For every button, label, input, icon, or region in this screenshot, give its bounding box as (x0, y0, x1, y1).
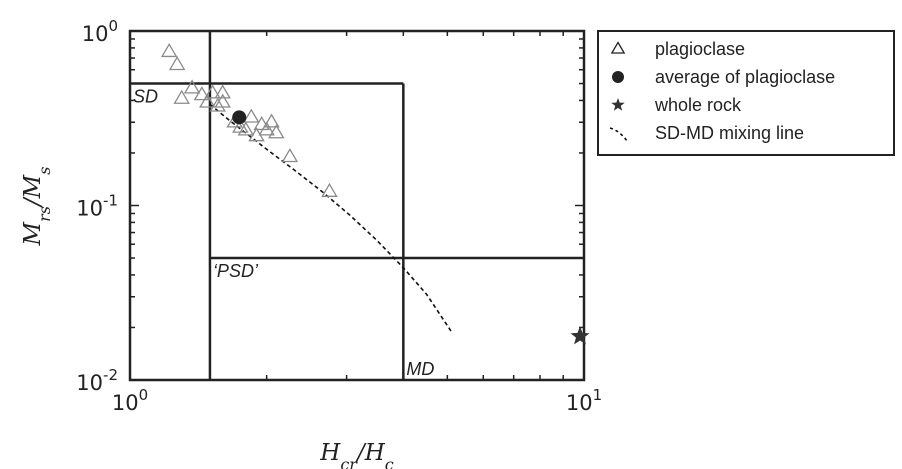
plagioclase-point (281, 148, 299, 163)
legend-circle-icon (612, 71, 624, 83)
average-plagioclase-point (232, 110, 247, 125)
plagioclase-point (199, 93, 216, 108)
region-label: MD (406, 359, 434, 379)
region-label: ‘PSD’ (213, 261, 259, 281)
plagioclase-point (258, 121, 275, 136)
plagioclase-point (160, 43, 178, 58)
y-tick-label: 10-1 (76, 192, 118, 221)
whole-rock-point (570, 326, 590, 345)
data-markers (160, 43, 590, 345)
plagioclase-point (173, 89, 190, 104)
y-axis-label: Mrs/Ms (20, 167, 54, 247)
region-label: SD (133, 87, 158, 107)
legend-dashed-line-icon (609, 127, 628, 142)
plagioclase-point (214, 93, 231, 108)
legend-label: SD-MD mixing line (655, 123, 804, 143)
legend-label: plagioclase (655, 39, 745, 59)
region-labels: SD ‘PSD’ MD (133, 87, 434, 379)
axis-ticks: 100 101 10-2 10-1 100 (76, 17, 602, 415)
x-tick-label: 100 (112, 386, 148, 415)
x-axis-label: Hcr/Hc (319, 440, 393, 469)
plagioclase-point (263, 113, 280, 128)
plagioclase-point (209, 97, 226, 112)
mixing-line-layer (209, 103, 452, 332)
plagioclase-point (243, 108, 260, 123)
region-boundaries (130, 31, 584, 380)
plagioclase-point (268, 124, 285, 139)
y-tick-label: 100 (82, 17, 118, 46)
plagioclase-point (237, 121, 255, 136)
legend-triangle-icon (610, 41, 626, 54)
legend-box (597, 30, 895, 156)
x-tick-label: 101 (566, 386, 602, 415)
plagioclase-point (193, 86, 211, 101)
plagioclase-point (321, 182, 338, 197)
plagioclase-point (253, 116, 270, 131)
mixing-line (209, 103, 452, 332)
legend-label: average of plagioclase (655, 67, 835, 87)
plagioclase-point (214, 84, 231, 99)
y-tick-label: 10-2 (76, 366, 118, 395)
legend-star-icon (611, 98, 625, 111)
plagioclase-point (204, 84, 221, 99)
legend: plagioclase average of plagioclase whole r… (597, 30, 895, 156)
plagioclase-point (168, 56, 186, 71)
plagioclase-point (183, 79, 201, 94)
legend-label: whole rock (654, 95, 742, 115)
